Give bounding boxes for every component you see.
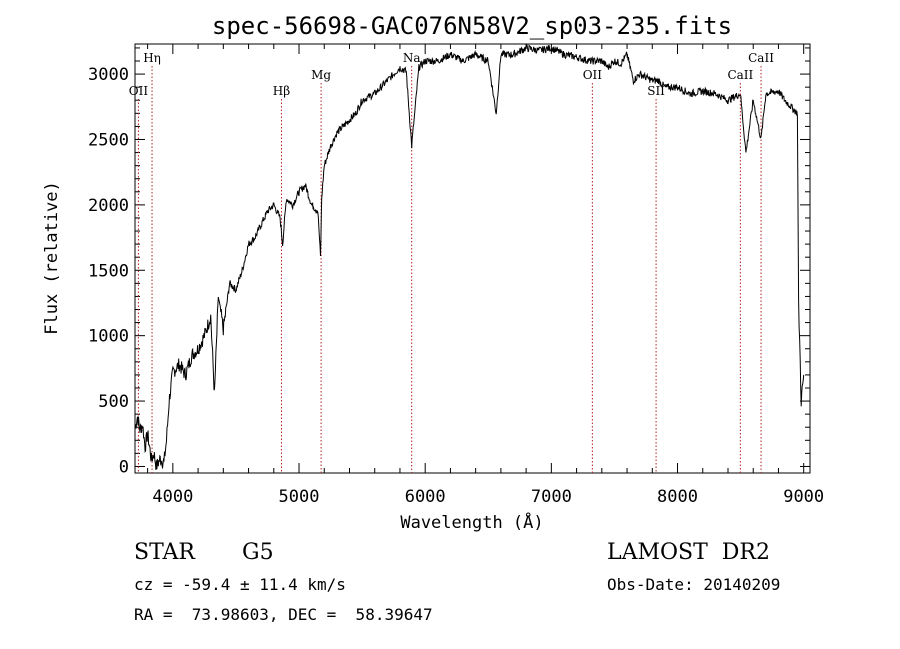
x-tick-label: 4000	[152, 487, 193, 507]
y-tick-label: 500	[98, 392, 129, 412]
x-tick-label: 5000	[279, 487, 320, 507]
line-marker-label: Hβ	[273, 84, 290, 98]
y-tick-label: 1500	[88, 261, 129, 281]
line-marker-label: SII	[647, 84, 665, 98]
line-marker-label: CaII	[727, 68, 753, 82]
redshift-text: cz = -59.4 ± 11.4 km/s	[134, 575, 346, 594]
x-tick-label: 9000	[783, 487, 824, 507]
spectrum-line	[134, 43, 805, 470]
axes: 4000 5000 6000 7000 8000 9000 0 500 1000 1500 2000…	[88, 43, 824, 507]
x-tick-label: 8000	[657, 487, 698, 507]
y-tick-label: 3000	[88, 65, 129, 85]
y-tick-label: 1000	[88, 327, 129, 347]
y-axis-label: Flux (relative)	[42, 181, 62, 335]
x-tick-label: 6000	[405, 487, 446, 507]
survey-name: LAMOST DR2	[607, 540, 770, 565]
coordinates: RA = 73.98603, DEC = 58.39647	[134, 605, 433, 624]
line-marker-label: OII	[129, 84, 149, 98]
object-class: STAR	[134, 540, 195, 565]
line-marker-label: Mg	[311, 68, 331, 82]
spectrum-series	[134, 43, 805, 470]
x-axis-label: Wavelength (Å)	[400, 511, 543, 533]
line-marker-label: CaII	[748, 51, 774, 65]
line-marker-label: Hη	[143, 51, 161, 65]
line-marker-label: OII	[583, 68, 603, 82]
chart-title: spec-56698-GAC076N58V2_sp03-235.fits	[212, 12, 732, 40]
line-marker-label: Na	[403, 51, 421, 65]
y-tick-label: 2000	[88, 196, 129, 216]
obs-date: Obs-Date: 20140209	[607, 575, 781, 594]
y-tick-label: 0	[119, 457, 129, 477]
line-markers: Hη OII Hβ Mg Na OII SII CaII CaII	[129, 51, 774, 473]
y-tick-label: 2500	[88, 130, 129, 150]
object-subclass: G5	[242, 540, 274, 565]
x-tick-label: 7000	[531, 487, 572, 507]
plot-frame	[134, 43, 811, 474]
